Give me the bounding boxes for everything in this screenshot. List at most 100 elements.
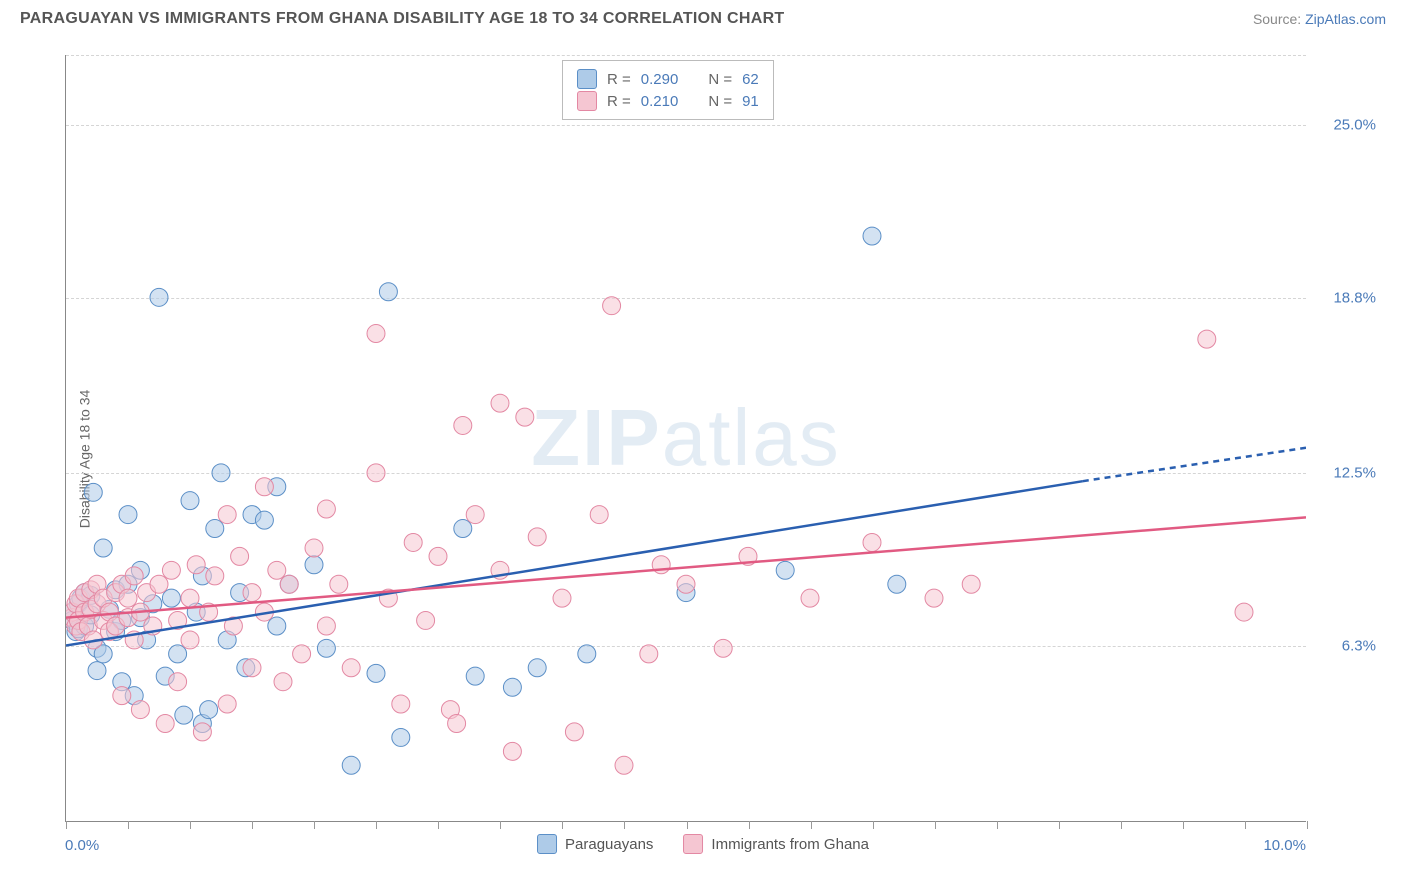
- x-tick: [1183, 821, 1184, 829]
- scatter-point: [342, 756, 360, 774]
- scatter-point: [317, 500, 335, 518]
- scatter-point: [1198, 330, 1216, 348]
- scatter-point: [392, 728, 410, 746]
- trend-line: [66, 481, 1083, 645]
- scatter-point: [454, 520, 472, 538]
- swatch-icon: [683, 834, 703, 854]
- source-label: Source:: [1253, 11, 1305, 27]
- swatch-icon: [577, 69, 597, 89]
- scatter-point: [863, 227, 881, 245]
- x-tick: [438, 821, 439, 829]
- scatter-point: [305, 556, 323, 574]
- trend-line-extension: [1083, 448, 1306, 481]
- scatter-point: [565, 723, 583, 741]
- scatter-point: [503, 742, 521, 760]
- x-tick: [190, 821, 191, 829]
- scatter-point: [119, 589, 137, 607]
- scatter-point: [113, 687, 131, 705]
- scatter-point: [888, 575, 906, 593]
- source-attribution: Source: ZipAtlas.com: [1253, 11, 1386, 27]
- scatter-point: [776, 561, 794, 579]
- x-tick: [252, 821, 253, 829]
- scatter-point: [243, 659, 261, 677]
- scatter-point: [317, 639, 335, 657]
- scatter-point: [342, 659, 360, 677]
- trend-line: [66, 517, 1306, 617]
- scatter-point: [125, 567, 143, 585]
- scatter-point: [448, 715, 466, 733]
- bottom-legend: Paraguayans Immigrants from Ghana: [537, 834, 869, 854]
- scatter-point: [392, 695, 410, 713]
- n-value: 62: [742, 71, 759, 88]
- scatter-point: [212, 464, 230, 482]
- scatter-point: [404, 533, 422, 551]
- scatter-point: [528, 528, 546, 546]
- scatter-point: [169, 673, 187, 691]
- scatter-point: [962, 575, 980, 593]
- x-tick: [128, 821, 129, 829]
- scatter-point: [293, 645, 311, 663]
- x-tick: [811, 821, 812, 829]
- scatter-point: [119, 506, 137, 524]
- scatter-point: [317, 617, 335, 635]
- scatter-point: [181, 631, 199, 649]
- scatter-point: [268, 561, 286, 579]
- scatter-point: [553, 589, 571, 607]
- scatter-point: [162, 561, 180, 579]
- n-label: N =: [708, 93, 732, 110]
- x-tick: [997, 821, 998, 829]
- scatter-point: [131, 701, 149, 719]
- scatter-point: [88, 662, 106, 680]
- scatter-point: [528, 659, 546, 677]
- x-tick: [314, 821, 315, 829]
- r-label: R =: [607, 71, 631, 88]
- corr-row: R = 0.210 N = 91: [577, 91, 759, 111]
- scatter-point: [243, 584, 261, 602]
- scatter-point: [863, 533, 881, 551]
- x-tick: [935, 821, 936, 829]
- swatch-icon: [577, 91, 597, 111]
- n-value: 91: [742, 93, 759, 110]
- x-tick: [873, 821, 874, 829]
- scatter-point: [367, 464, 385, 482]
- x-tick: [687, 821, 688, 829]
- scatter-point: [255, 478, 273, 496]
- y-tick-label: 6.3%: [1316, 638, 1376, 655]
- scatter-point: [714, 639, 732, 657]
- x-tick: [1121, 821, 1122, 829]
- x-tick: [376, 821, 377, 829]
- scatter-point: [206, 567, 224, 585]
- scatter-point: [255, 511, 273, 529]
- legend-item: Immigrants from Ghana: [683, 834, 869, 854]
- scatter-point: [231, 547, 249, 565]
- legend-item: Paraguayans: [537, 834, 653, 854]
- x-tick: [1245, 821, 1246, 829]
- x-tick: [624, 821, 625, 829]
- y-tick-label: 18.8%: [1316, 289, 1376, 306]
- scatter-point: [193, 723, 211, 741]
- scatter-point: [640, 645, 658, 663]
- x-axis-max-label: 10.0%: [1263, 837, 1306, 854]
- x-tick: [66, 821, 67, 829]
- scatter-point: [150, 575, 168, 593]
- scatter-point: [169, 645, 187, 663]
- scatter-point: [156, 715, 174, 733]
- r-label: R =: [607, 93, 631, 110]
- scatter-point: [491, 394, 509, 412]
- x-tick: [500, 821, 501, 829]
- scatter-point: [94, 539, 112, 557]
- scatter-point: [578, 645, 596, 663]
- corr-row: R = 0.290 N = 62: [577, 69, 759, 89]
- scatter-point: [615, 756, 633, 774]
- r-value: 0.290: [641, 71, 679, 88]
- scatter-point: [379, 283, 397, 301]
- scatter-point: [603, 297, 621, 315]
- x-tick: [1059, 821, 1060, 829]
- legend-label: Paraguayans: [565, 836, 653, 853]
- scatter-point: [801, 589, 819, 607]
- plot-area: ZIPatlas R = 0.290 N = 62 R = 0.210 N = …: [65, 55, 1306, 822]
- scatter-point: [274, 673, 292, 691]
- scatter-point: [84, 483, 102, 501]
- source-link[interactable]: ZipAtlas.com: [1305, 11, 1386, 27]
- scatter-point: [429, 547, 447, 565]
